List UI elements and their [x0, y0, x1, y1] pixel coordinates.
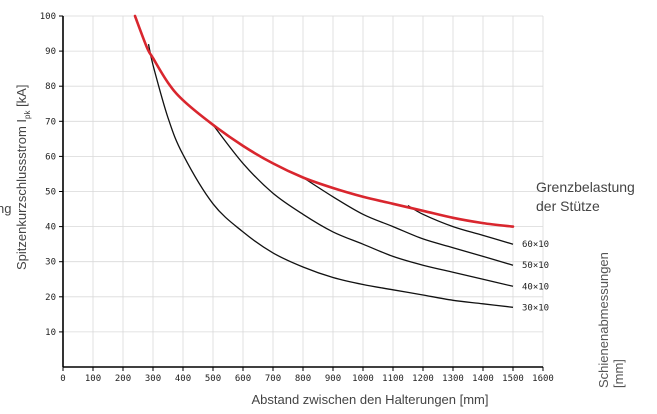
- series-line-30×10: [147, 43, 514, 308]
- x-tick-label: 500: [205, 374, 221, 384]
- x-tick-label: 1200: [412, 374, 434, 384]
- y-tick-label: 10: [45, 328, 56, 338]
- x-tick-label: 600: [235, 374, 251, 384]
- x-axis-title: Abstand zwischen den Halterungen [mm]: [251, 392, 488, 407]
- y-axis-title-sub: pk: [23, 110, 32, 119]
- x-tick-label: 200: [115, 374, 131, 384]
- x-tick-label: 1600: [532, 374, 554, 384]
- series-lines: [133, 14, 515, 308]
- series-label-60×10: 60×10: [522, 240, 549, 250]
- x-tick-label: 0: [60, 374, 65, 384]
- x-tick-label: 100: [85, 374, 101, 384]
- y-tick-label: 30: [45, 258, 56, 268]
- x-tick-label: 1100: [382, 374, 404, 384]
- y-tick-label: 100: [40, 12, 56, 22]
- series-line-60×10: [407, 204, 514, 245]
- x-tick-label: 1500: [502, 374, 524, 384]
- limit-label-line1: Grenzbelastung: [536, 179, 635, 195]
- left-cut-label: ng: [0, 201, 11, 216]
- right-label-line2: [mm]: [611, 359, 626, 388]
- y-tick-label: 80: [45, 82, 56, 92]
- x-tick-label: 700: [265, 374, 281, 384]
- series-label-50×10: 50×10: [522, 261, 549, 271]
- y-axis-title-unit: [kA]: [14, 85, 29, 111]
- x-tick-label: 800: [295, 374, 311, 384]
- y-axis-title: Spitzenkurzschlussstrom Ipk [kA]: [14, 85, 32, 270]
- y-tick-labels: 10 20 30 40 50 60 70 80 90 100: [40, 12, 63, 338]
- y-tick-label: 40: [45, 223, 56, 233]
- x-tick-label: 1400: [472, 374, 494, 384]
- x-tick-labels: 0 100 200 300 400 500 600 700 800 900 1000 1100 1200…: [60, 367, 554, 384]
- x-tick-label: 300: [145, 374, 161, 384]
- x-tick-label: 400: [175, 374, 191, 384]
- y-axis-title-main: Spitzenkurzschlussstrom I: [14, 119, 29, 270]
- y-tick-label: 60: [45, 152, 56, 162]
- grid: [63, 15, 544, 367]
- series-line-40×10: [212, 124, 514, 287]
- limit-label-line2: der Stütze: [536, 198, 600, 214]
- x-tick-label: 900: [325, 374, 341, 384]
- y-tick-label: 50: [45, 188, 56, 198]
- x-tick-label: 1300: [442, 374, 464, 384]
- series-line-50×10: [302, 176, 514, 266]
- series-label-40×10: 40×10: [522, 282, 549, 292]
- right-label-line1: Schienenabmessungen: [596, 252, 611, 388]
- limit-curve-line: [133, 14, 515, 228]
- y-tick-label: 70: [45, 117, 56, 127]
- series-labels: 60×10 50×10 40×10 30×10: [522, 240, 549, 313]
- y-tick-label: 90: [45, 47, 56, 57]
- series-label-30×10: 30×10: [522, 303, 549, 313]
- x-tick-label: 1000: [352, 374, 374, 384]
- y-tick-label: 20: [45, 293, 56, 303]
